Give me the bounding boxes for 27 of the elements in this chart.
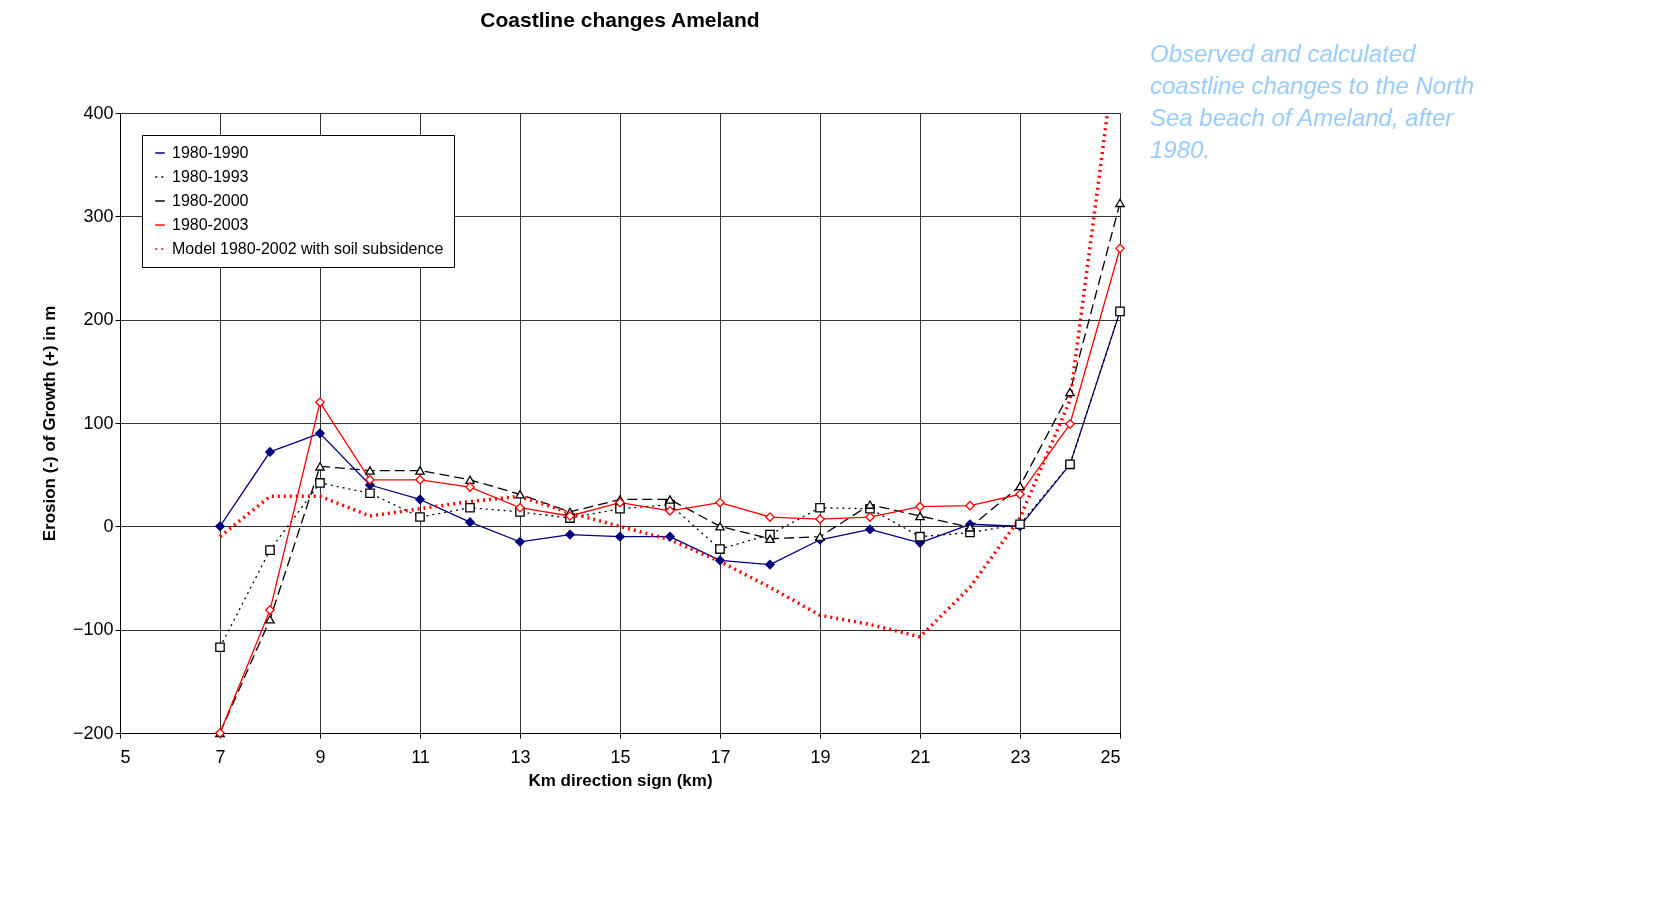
x-tick-label: 21 [910, 746, 931, 767]
y-tick-label: −200 [72, 722, 114, 743]
y-tick-label: 400 [83, 102, 114, 123]
y-tick-label: 0 [103, 515, 114, 536]
x-axis-title: Km direction sign (km) [528, 770, 713, 790]
legend-label: 1980-2000 [172, 192, 249, 209]
x-tick-label: 5 [120, 746, 131, 767]
legend-label: 1980-2003 [172, 216, 249, 233]
x-tick-label: 23 [1010, 746, 1031, 767]
y-axis-title: Erosion (-) of Growth (+) in m [39, 305, 59, 542]
x-tick-label: 19 [810, 746, 831, 767]
x-tick-label: 11 [411, 746, 430, 767]
x-tick-label: 13 [510, 746, 531, 767]
x-tick-label: 9 [315, 746, 326, 767]
text: Observed and calculated coastline changes to the North Sea beach of Ameland, after 1980. [1150, 40, 1475, 163]
x-tick-label: 15 [610, 746, 631, 767]
x-tick-label: 25 [1100, 746, 1121, 767]
y-tick-label: −100 [72, 619, 114, 640]
y-tick-label: 100 [83, 412, 114, 433]
y-tick-label: 200 [83, 309, 114, 330]
x-tick-label: 7 [215, 746, 226, 767]
legend-label: 1980-1990 [172, 144, 249, 161]
legend-label: 1980-1993 [172, 168, 249, 185]
chart-title: Coastline changes Ameland [480, 8, 760, 31]
x-tick-label: 17 [710, 746, 731, 767]
legend-label: Model 1980-2002 with soil subsidence [172, 240, 444, 257]
y-tick-label: 300 [83, 205, 114, 226]
